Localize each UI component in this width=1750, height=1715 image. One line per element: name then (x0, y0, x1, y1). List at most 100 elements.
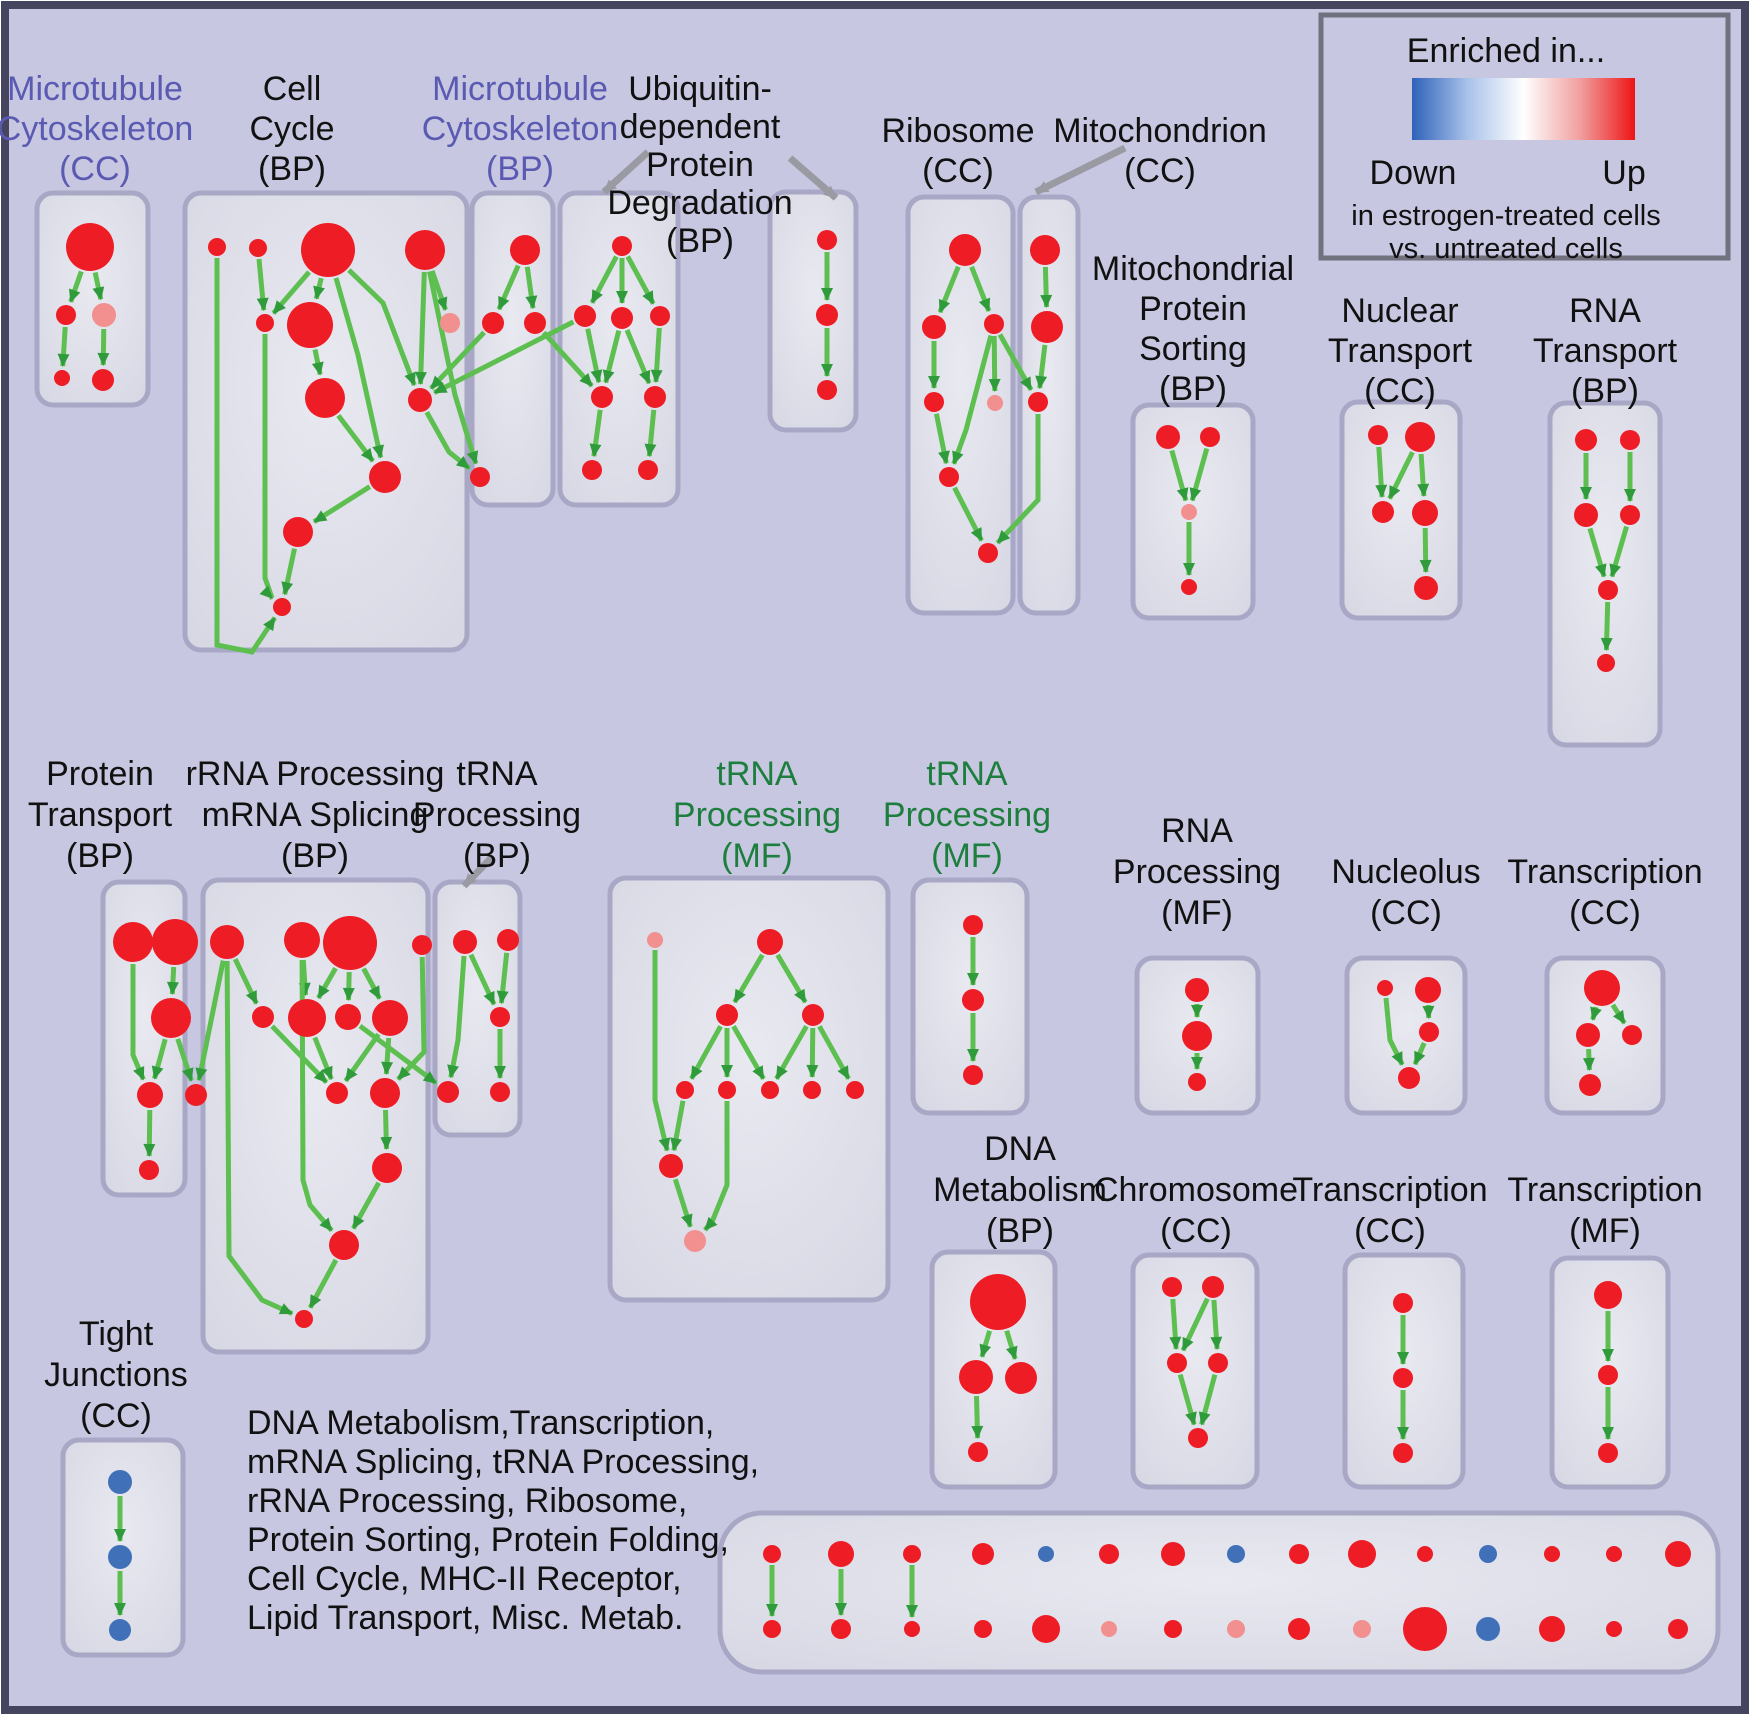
go-term-node-q7 (335, 1004, 361, 1030)
cluster-label-line: Processing (673, 796, 841, 834)
go-term-node-n4 (405, 230, 445, 270)
edge-q1-q13 (224, 960, 294, 1316)
cluster-label-line: tRNA (926, 755, 1008, 793)
edge-u2-u5 (585, 328, 603, 384)
cluster-box-mt-bp (469, 190, 556, 508)
go-term-node-q4 (412, 935, 432, 955)
cluster-box-cell-cycle (182, 190, 470, 653)
go-term-node-lb1b (831, 1619, 851, 1639)
go-term-node-r4 (924, 392, 944, 412)
cluster-label-nucleolus: Nucleolus(CC) (1331, 853, 1480, 932)
go-term-node-lb11t (1479, 1545, 1497, 1563)
edge-a3-a5 (97, 328, 110, 366)
go-term-node-r2 (922, 315, 946, 339)
edge-m1-m2 (496, 264, 521, 311)
edge-h2-h3 (1189, 447, 1210, 502)
cluster-label-line: (CC) (1364, 372, 1436, 410)
cluster-label-line: (MF) (1161, 894, 1233, 932)
go-term-node-p3 (151, 998, 191, 1038)
edge-j3-j5 (1587, 527, 1607, 578)
go-term-node-u7 (582, 460, 602, 480)
cluster-label-line: mRNA Splicing (202, 796, 429, 834)
edge-c3-c5 (1177, 1373, 1197, 1426)
go-term-node-lb10b (1403, 1607, 1447, 1651)
cluster-box-nucleolus (1344, 955, 1468, 1116)
go-term-node-p4 (137, 1082, 163, 1108)
go-term-node-w3 (802, 1004, 824, 1026)
cluster-label-line: (CC) (1354, 1212, 1426, 1250)
edge-n9-mc (424, 410, 471, 471)
edge-n3-n9 (347, 268, 417, 387)
go-term-node-p6 (139, 1160, 159, 1180)
go-term-node-m2 (482, 312, 504, 334)
ubiquitin-arrow-right-icon (787, 155, 839, 201)
go-term-node-m1 (510, 235, 540, 265)
go-term-node-i5 (1414, 576, 1438, 600)
go-term-node-f1 (1594, 1281, 1622, 1309)
cluster-label-chromosome: Chromosome(CC) (1094, 1171, 1298, 1250)
cluster-label-line: (CC) (80, 1397, 152, 1435)
go-term-node-wb3 (761, 1081, 779, 1099)
go-term-node-c1 (1162, 1277, 1182, 1297)
go-term-node-lb2t (903, 1545, 921, 1563)
edge-r3-g1 (997, 333, 1034, 392)
edge-r6-r7 (952, 486, 984, 542)
legend-gradient-bar (1412, 78, 1635, 140)
cluster-label-line: (BP) (281, 837, 349, 875)
cluster-box-nuclear-transport (1339, 399, 1463, 621)
go-term-node-q12 (329, 1230, 359, 1260)
edge-m2-n9 (429, 330, 486, 391)
go-term-node-p5 (185, 1084, 207, 1106)
go-term-node-y2 (1415, 977, 1441, 1003)
go-term-node-c4 (1208, 1353, 1228, 1373)
cluster-label-line: Ribosome (881, 112, 1034, 150)
go-term-node-q9 (326, 1082, 348, 1104)
cluster-label-line: (BP) (666, 222, 734, 260)
go-term-node-y1 (1377, 980, 1393, 996)
go-term-node-d3 (1005, 1362, 1037, 1394)
cluster-label-line: (BP) (463, 837, 531, 875)
edge-g1-r7 (995, 414, 1041, 545)
edge-q12-q13 (308, 1258, 339, 1309)
ubiquitin-arrow-left-icon (601, 149, 651, 195)
go-term-node-lb14t (1665, 1541, 1691, 1567)
go-term-node-lb5b (1101, 1621, 1117, 1637)
go-term-node-q10 (370, 1078, 400, 1108)
cluster-label-line: (BP) (486, 150, 554, 188)
edge-wc-wp (672, 1178, 693, 1228)
go-term-node-n11 (283, 517, 313, 547)
edge-g0b-g1 (1035, 344, 1048, 390)
edge-m1-m3 (524, 266, 538, 310)
go-term-node-q8 (372, 1000, 408, 1036)
cluster-label-ribosome: Ribosome(CC) (881, 112, 1034, 190)
go-term-node-lb9t (1348, 1540, 1376, 1568)
go-term-node-i4 (1412, 500, 1438, 526)
cluster-label-line: Nuclear (1341, 292, 1458, 330)
cluster-label-line: (CC) (1569, 894, 1641, 932)
go-term-node-t1 (453, 930, 477, 954)
edge-n11-n12 (281, 548, 297, 596)
edge-p4-p6 (143, 1109, 156, 1157)
cluster-label-line: tRNA (716, 755, 798, 793)
go-term-node-s1 (963, 915, 983, 935)
edge-t2-t3 (496, 952, 510, 1005)
edge-n8-n10 (336, 413, 375, 463)
cluster-box-chromosome (1130, 1252, 1260, 1490)
go-term-node-s3 (963, 1065, 983, 1085)
go-term-node-d4 (968, 1442, 988, 1462)
go-term-node-a5 (92, 369, 114, 391)
cluster-label-line: (BP) (1159, 370, 1227, 408)
go-term-node-h3 (1181, 504, 1197, 520)
go-term-node-q13 (295, 1310, 313, 1328)
go-term-node-q2 (284, 922, 320, 958)
edge-n3-n6 (313, 277, 325, 300)
edge-r3-r5 (988, 335, 1001, 392)
edge-u4-u6 (650, 327, 663, 383)
cluster-label-line: Microtubule (432, 70, 608, 108)
summary-text-line: Protein Sorting, Protein Folding, (247, 1521, 729, 1559)
go-term-node-j4 (1620, 505, 1640, 525)
go-term-node-lb13b (1606, 1621, 1622, 1637)
